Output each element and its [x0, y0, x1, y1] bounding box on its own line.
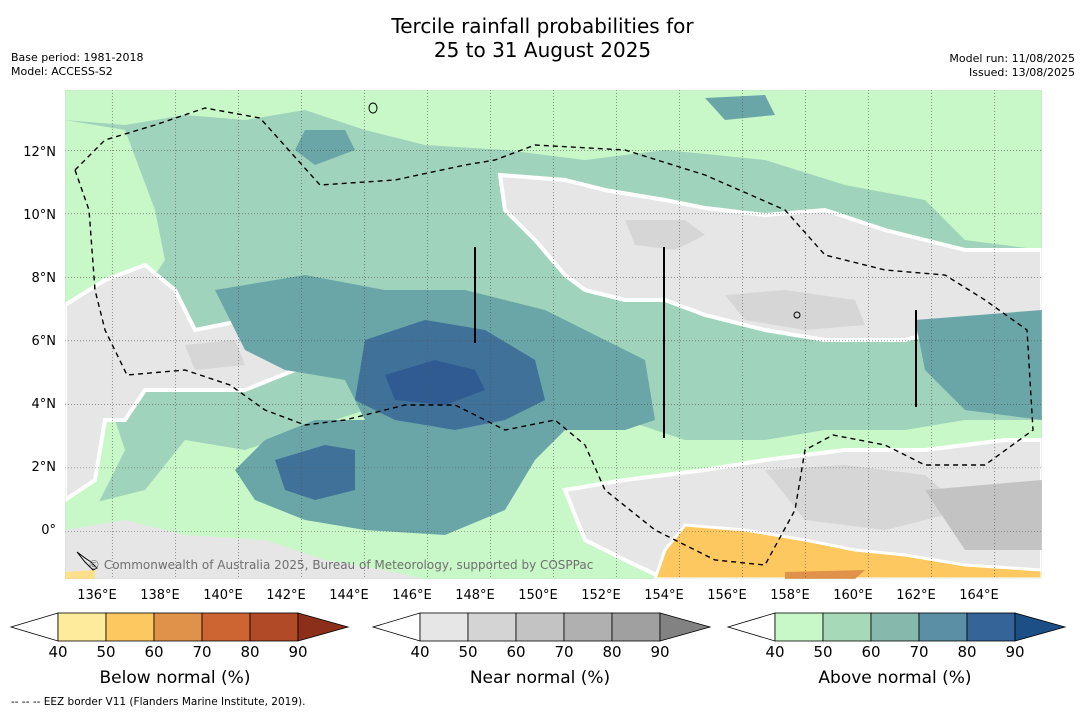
colorbar-above-seg — [870, 612, 920, 642]
lat-label: 4°N — [31, 397, 57, 412]
colorbar-below-seg — [57, 612, 107, 642]
colorbar-above-seg — [774, 612, 824, 642]
region-above-70-ne — [705, 95, 775, 120]
region-near-50-north-b — [725, 290, 865, 330]
colorbar-tick: 70 — [192, 643, 212, 661]
colorbar-tick: 40 — [765, 643, 785, 661]
region-near-40-sw — [65, 520, 425, 579]
colorbar-tick: 90 — [1005, 643, 1025, 661]
region-below-50-sw — [65, 570, 95, 579]
region-near-50-north-a — [625, 220, 705, 250]
colorbar-tick: 60 — [506, 643, 526, 661]
base-period: Base period: 1981-2018 — [11, 51, 144, 64]
colorbar-tick: 60 — [861, 643, 881, 661]
colorbar-below-normal — [9, 612, 350, 642]
region-near-50-south-a — [765, 465, 965, 530]
lon-label: 156°E — [707, 588, 747, 603]
lon-label: 158°E — [770, 588, 810, 603]
colorbar-tick: 80 — [602, 643, 622, 661]
colorbar-above-min-arrow — [726, 612, 776, 642]
issued-date: Issued: 13/08/2025 — [968, 66, 1075, 79]
model-name: Model: ACCESS-S2 — [11, 65, 113, 78]
colorbar-below-min-arrow — [9, 612, 59, 642]
lon-label: 160°E — [833, 588, 873, 603]
colorbar-near-title: Near normal (%) — [469, 668, 611, 688]
lon-label: 150°E — [518, 588, 558, 603]
colorbar-tick: 40 — [410, 643, 430, 661]
colorbar-above-normal — [726, 612, 1067, 642]
meta-left: Base period: 1981-2018 Model: ACCESS-S2 — [11, 51, 143, 79]
colorbar-below-seg — [249, 612, 299, 642]
lat-label: 6°N — [31, 334, 57, 349]
lat-label: 10°N — [23, 208, 56, 223]
lon-label: 146°E — [392, 588, 432, 603]
title-line-1: Tercile rainfall probabilities for — [391, 14, 694, 38]
lon-label: 164°E — [959, 588, 999, 603]
map-title: Tercile rainfall probabilities for 25 to… — [0, 14, 1085, 62]
lon-label: 162°E — [896, 588, 936, 603]
region-near-60-south — [925, 480, 1042, 550]
probability-map — [65, 90, 1042, 579]
lon-label: 136°E — [77, 588, 117, 603]
colorbar-near-max-arrow — [659, 612, 712, 642]
colorbar-tick: 90 — [650, 643, 670, 661]
colorbar-below-seg — [105, 612, 155, 642]
colorbar-near-seg — [515, 612, 565, 642]
colorbar-tick: 60 — [144, 643, 164, 661]
colorbar-below-seg — [153, 612, 203, 642]
colorbar-tick: 70 — [554, 643, 574, 661]
eez-border — [74, 107, 1034, 566]
lon-label: 152°E — [581, 588, 621, 603]
colorbar-above-seg — [822, 612, 872, 642]
colorbar-tick: 70 — [909, 643, 929, 661]
colorbar-above-seg — [918, 612, 968, 642]
colorbar-tick: 80 — [957, 643, 977, 661]
colorbar-tick: 50 — [813, 643, 833, 661]
island-guam — [368, 102, 378, 114]
gridlines — [65, 90, 1042, 579]
region-near-50-west — [185, 340, 245, 370]
lat-label: 2°N — [31, 460, 57, 475]
lon-label: 154°E — [644, 588, 684, 603]
colorbar-near-seg — [467, 612, 517, 642]
region-above-50-north — [65, 90, 1042, 250]
colorbar-tick: 80 — [240, 643, 260, 661]
lat-label: 12°N — [23, 145, 56, 160]
colorbar-tick: 90 — [288, 643, 308, 661]
lon-label: 138°E — [140, 588, 180, 603]
lat-label: 8°N — [31, 271, 57, 286]
lon-label: 148°E — [455, 588, 495, 603]
colorbar-near-normal — [371, 612, 712, 642]
island-pohnpei — [793, 311, 801, 319]
colorbar-tick: 50 — [458, 643, 478, 661]
lon-label: 144°E — [329, 588, 369, 603]
copyright-watermark: © Commonwealth of Australia 2025, Bureau… — [88, 558, 594, 572]
colorbar-near-seg — [419, 612, 469, 642]
colorbar-tick: 40 — [48, 643, 68, 661]
eez-footnote: -- -- -- EEZ border V11 (Flanders Marine… — [11, 696, 306, 708]
region-above-80-south — [275, 445, 355, 500]
colorbar-near-min-arrow — [371, 612, 421, 642]
model-run: Model run: 11/08/2025 — [949, 52, 1075, 65]
colorbar-below-title: Below normal (%) — [99, 668, 251, 688]
lon-label: 140°E — [203, 588, 243, 603]
colorbar-below-seg — [201, 612, 251, 642]
colorbar-above-title: Above normal (%) — [818, 668, 972, 688]
meta-right: Model run: 11/08/2025 Issued: 13/08/2025 — [949, 52, 1075, 80]
region-below-60-south — [653, 523, 1042, 579]
colorbar-above-max-arrow — [1014, 612, 1067, 642]
colorbar-above-seg — [966, 612, 1016, 642]
island-png-coast — [76, 551, 98, 571]
colorbar-tick: 50 — [96, 643, 116, 661]
region-below-70-south — [785, 570, 865, 579]
region-above-70-north — [295, 130, 355, 165]
lat-label: 0° — [41, 523, 56, 538]
region-above-70-east — [915, 310, 1042, 420]
colorbar-near-seg — [611, 612, 661, 642]
title-line-2: 25 to 31 August 2025 — [433, 38, 652, 62]
region-above-90-center — [385, 360, 485, 405]
lon-label: 142°E — [266, 588, 306, 603]
colorbar-near-seg — [563, 612, 613, 642]
colorbar-below-max-arrow — [297, 612, 350, 642]
